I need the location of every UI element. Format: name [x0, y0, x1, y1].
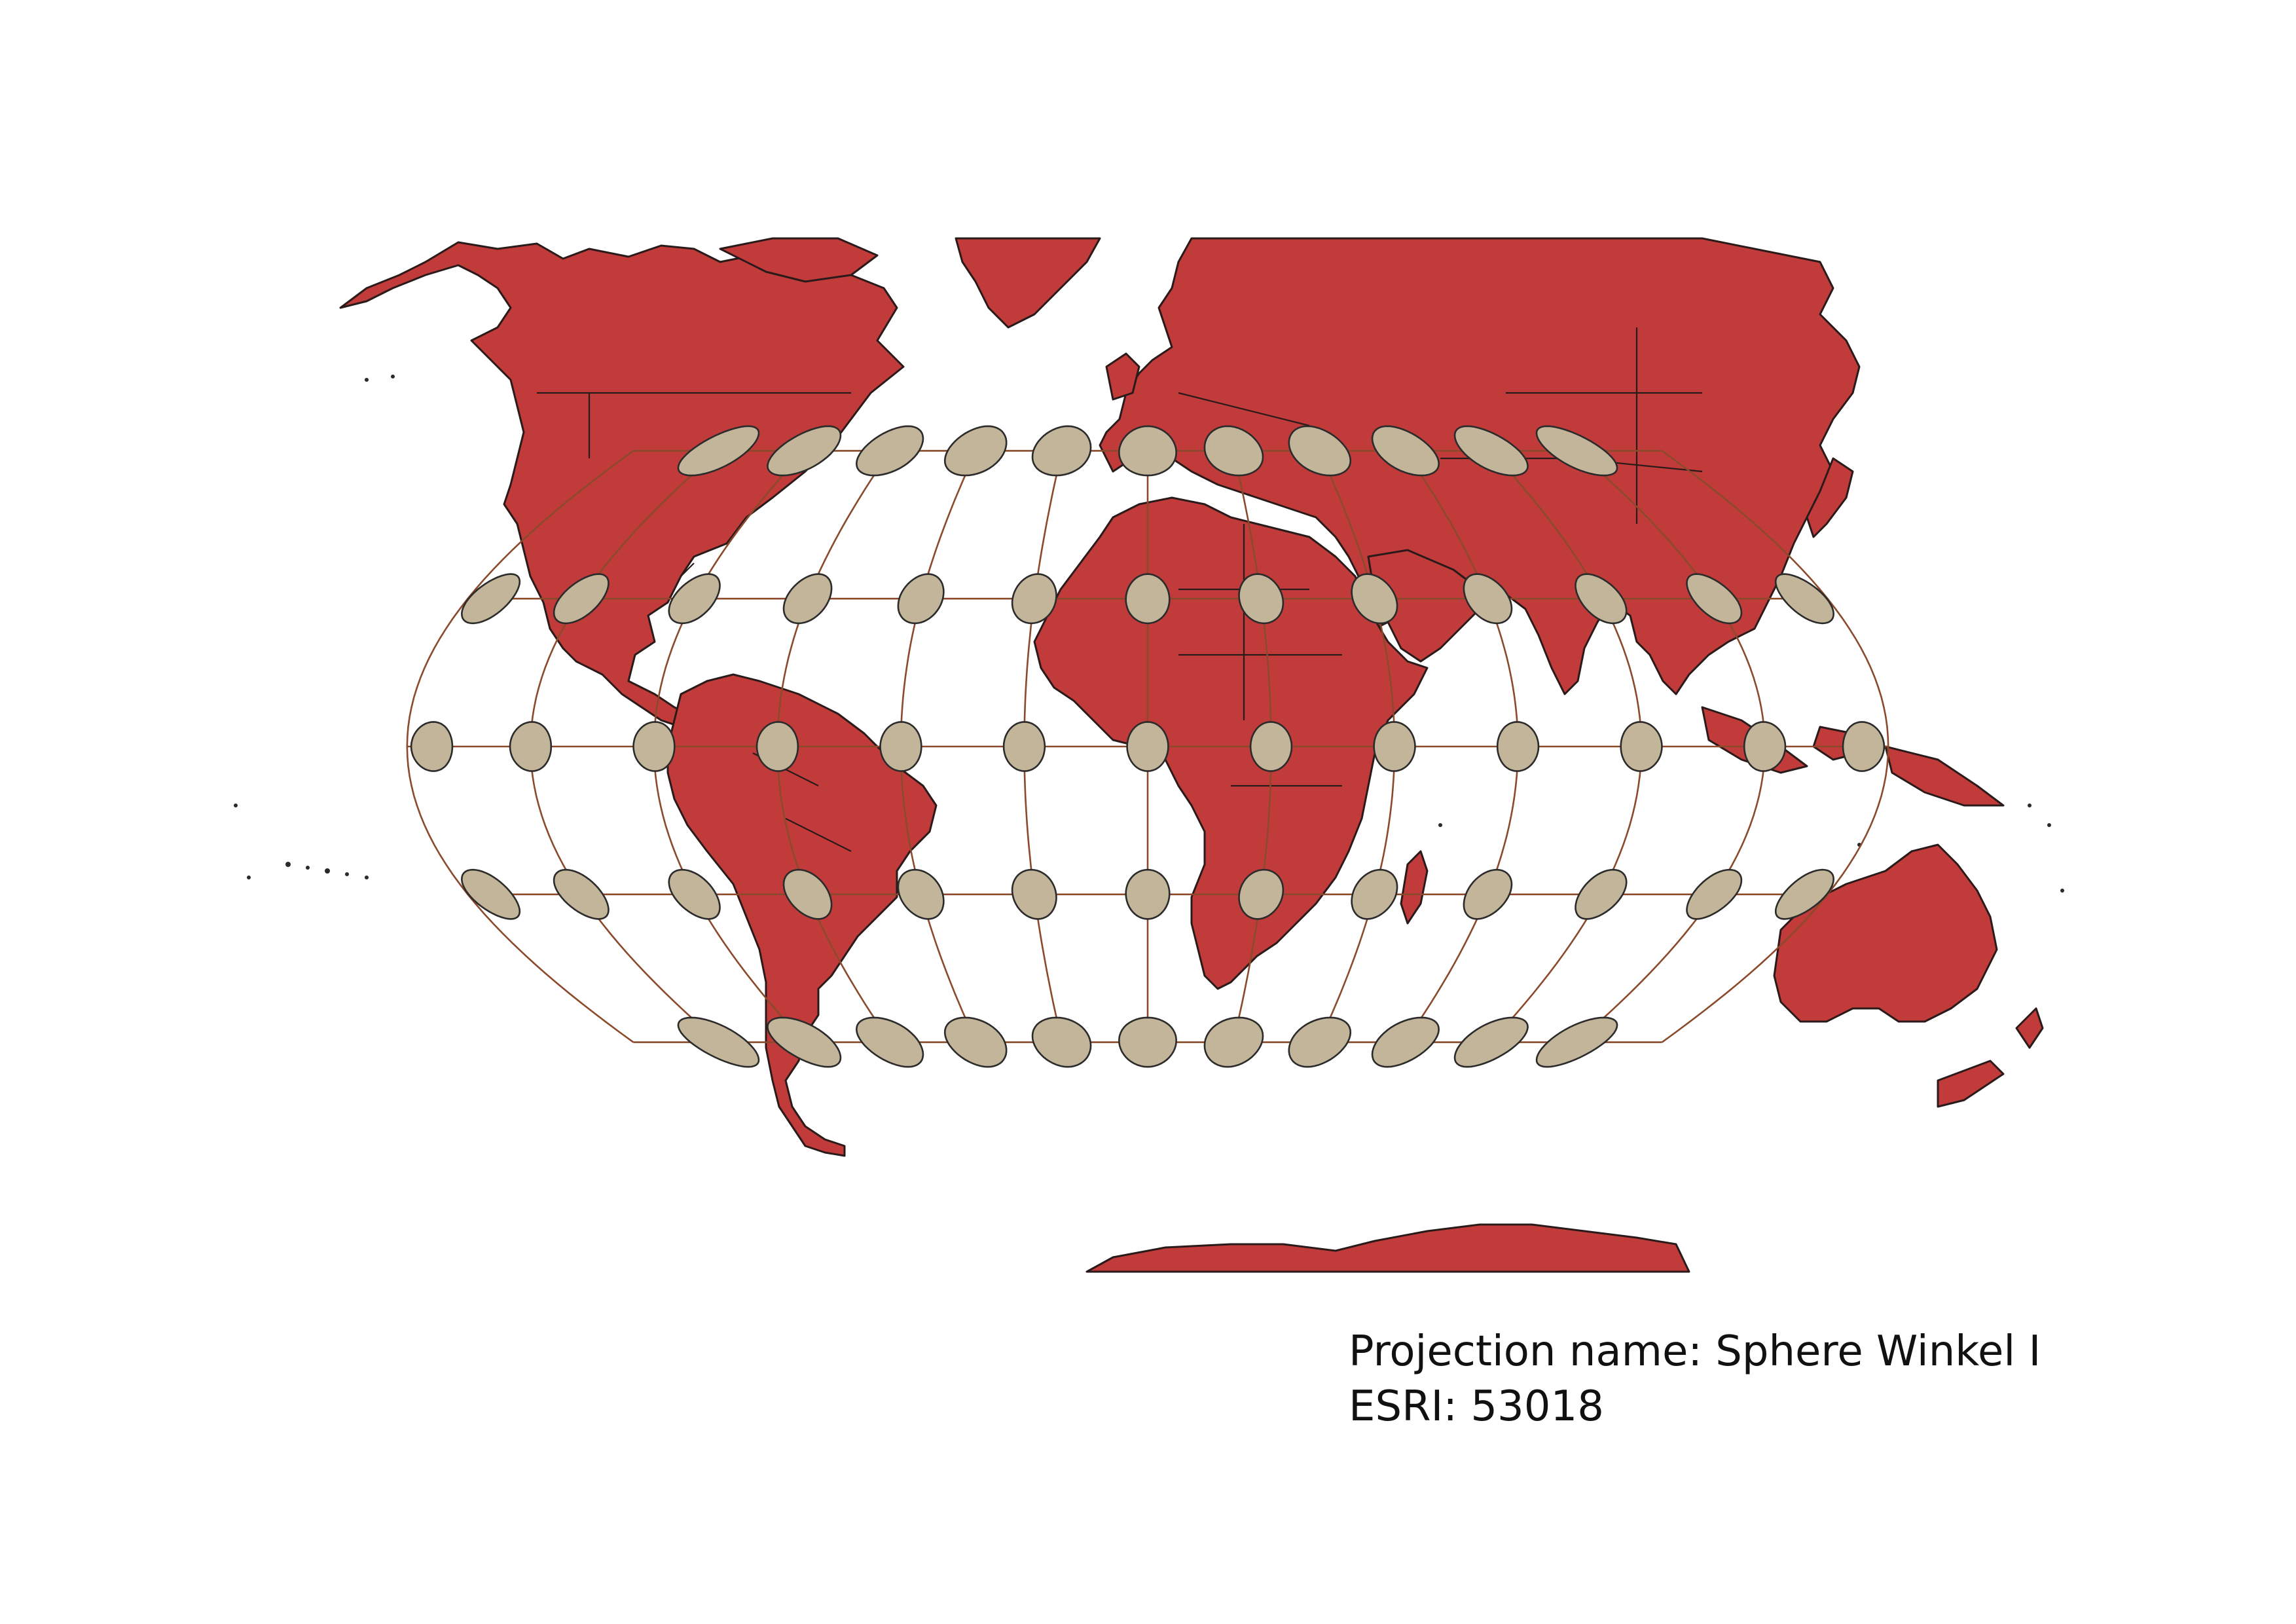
- landmasses: [339, 237, 2044, 1273]
- tissot-ellipse: [1575, 573, 1628, 625]
- tissot-ellipse: [1011, 573, 1057, 625]
- tissot-ellipse: [1118, 1016, 1177, 1068]
- tissot-ellipse: [943, 1016, 1008, 1068]
- landmass-south-america: [666, 673, 938, 1157]
- landmass-antarctica: [1085, 1223, 1690, 1273]
- tissot-ellipse: [553, 573, 610, 625]
- tissot-ellipse: [897, 573, 945, 625]
- landmass-japan: [1806, 457, 1854, 538]
- tissot-ellipse: [1535, 425, 1618, 477]
- meridian-line: [406, 450, 634, 1043]
- tissot-ellipse: [756, 721, 799, 772]
- esri-code-label: ESRI: 53018: [1349, 1382, 1604, 1431]
- tissot-ellipse: [1288, 1016, 1352, 1068]
- tissot-ellipse: [1463, 868, 1513, 920]
- tissot-ellipse: [1031, 1016, 1092, 1068]
- map-caption: Projection name: Sphere Winkel I ESRI: 5…: [1349, 1324, 2041, 1434]
- tissot-ellipse: [1288, 425, 1352, 477]
- tissot-ellipse: [1351, 573, 1398, 625]
- tissot-ellipse: [1011, 868, 1057, 920]
- landmass-british-isles: [1105, 352, 1140, 401]
- landmass-australia: [1773, 843, 1998, 1023]
- tissot-ellipse: [1463, 573, 1513, 625]
- tissot-ellipse: [1620, 721, 1663, 772]
- tissot-ellipse: [1238, 868, 1285, 920]
- landmass-africa: [1033, 496, 1429, 990]
- tissot-ellipse: [668, 868, 721, 920]
- meridian-line: [1661, 450, 1889, 1043]
- tissot-ellipse: [632, 721, 676, 772]
- tissot-ellipse: [1686, 573, 1743, 625]
- landmass-madagascar: [1400, 850, 1429, 925]
- tissot-ellipse: [509, 721, 553, 772]
- tissot-ellipse: [1371, 1016, 1440, 1068]
- tissot-ellipse: [1371, 425, 1440, 477]
- tissot-ellipse: [1351, 868, 1398, 920]
- tissot-ellipse: [1125, 573, 1171, 625]
- landmass-arctic-islands: [719, 237, 879, 283]
- tissot-ellipse: [767, 425, 842, 477]
- tissot-ellipse: [460, 868, 521, 920]
- tissot-ellipse: [1842, 721, 1886, 772]
- tissot-ellipse: [1203, 425, 1264, 477]
- tissot-ellipse: [1126, 721, 1169, 772]
- landmass-north-america: [339, 241, 905, 728]
- tissot-ellipse: [855, 425, 924, 477]
- tissot-ellipse: [767, 1016, 842, 1068]
- tissot-ellipse: [782, 573, 833, 625]
- tissot-ellipse: [1203, 1016, 1264, 1068]
- tissot-ellipse: [879, 721, 922, 772]
- tissot-ellipse: [1453, 425, 1529, 477]
- tissot-ellipse: [1031, 425, 1092, 477]
- tissot-ellipse: [943, 425, 1008, 477]
- tissot-ellipse: [410, 721, 454, 772]
- tissot-ellipse: [553, 868, 610, 920]
- tissot-ellipse: [1774, 573, 1835, 625]
- tissot-ellipse: [460, 573, 521, 625]
- tissot-ellipse: [1535, 1016, 1618, 1068]
- tissot-ellipse: [677, 1016, 760, 1068]
- tissot-ellipse: [1453, 1016, 1529, 1068]
- tissot-indicatrix: [410, 425, 1886, 1068]
- tissot-ellipse: [1496, 721, 1540, 772]
- tissot-ellipse: [1118, 425, 1177, 477]
- tissot-ellipse: [1774, 868, 1835, 920]
- tissot-ellipse: [782, 868, 833, 920]
- tissot-ellipse: [1743, 721, 1787, 772]
- tissot-ellipse: [1249, 721, 1293, 772]
- small-islands: [234, 375, 2064, 893]
- tissot-ellipse: [1575, 868, 1628, 920]
- tissot-ellipse: [1125, 868, 1171, 920]
- tissot-ellipse: [677, 425, 760, 477]
- tissot-ellipse: [1373, 721, 1416, 772]
- tissot-ellipse: [1238, 573, 1285, 625]
- landmass-new-zealand: [1937, 1007, 2044, 1108]
- tissot-ellipse: [855, 1016, 924, 1068]
- projection-name-label: Projection name: Sphere Winkel I: [1349, 1327, 2041, 1376]
- tissot-ellipse: [1002, 721, 1046, 772]
- tissot-ellipse: [1686, 868, 1743, 920]
- tissot-ellipse: [897, 868, 945, 920]
- landmass-greenland: [955, 237, 1101, 329]
- tissot-ellipse: [668, 573, 721, 625]
